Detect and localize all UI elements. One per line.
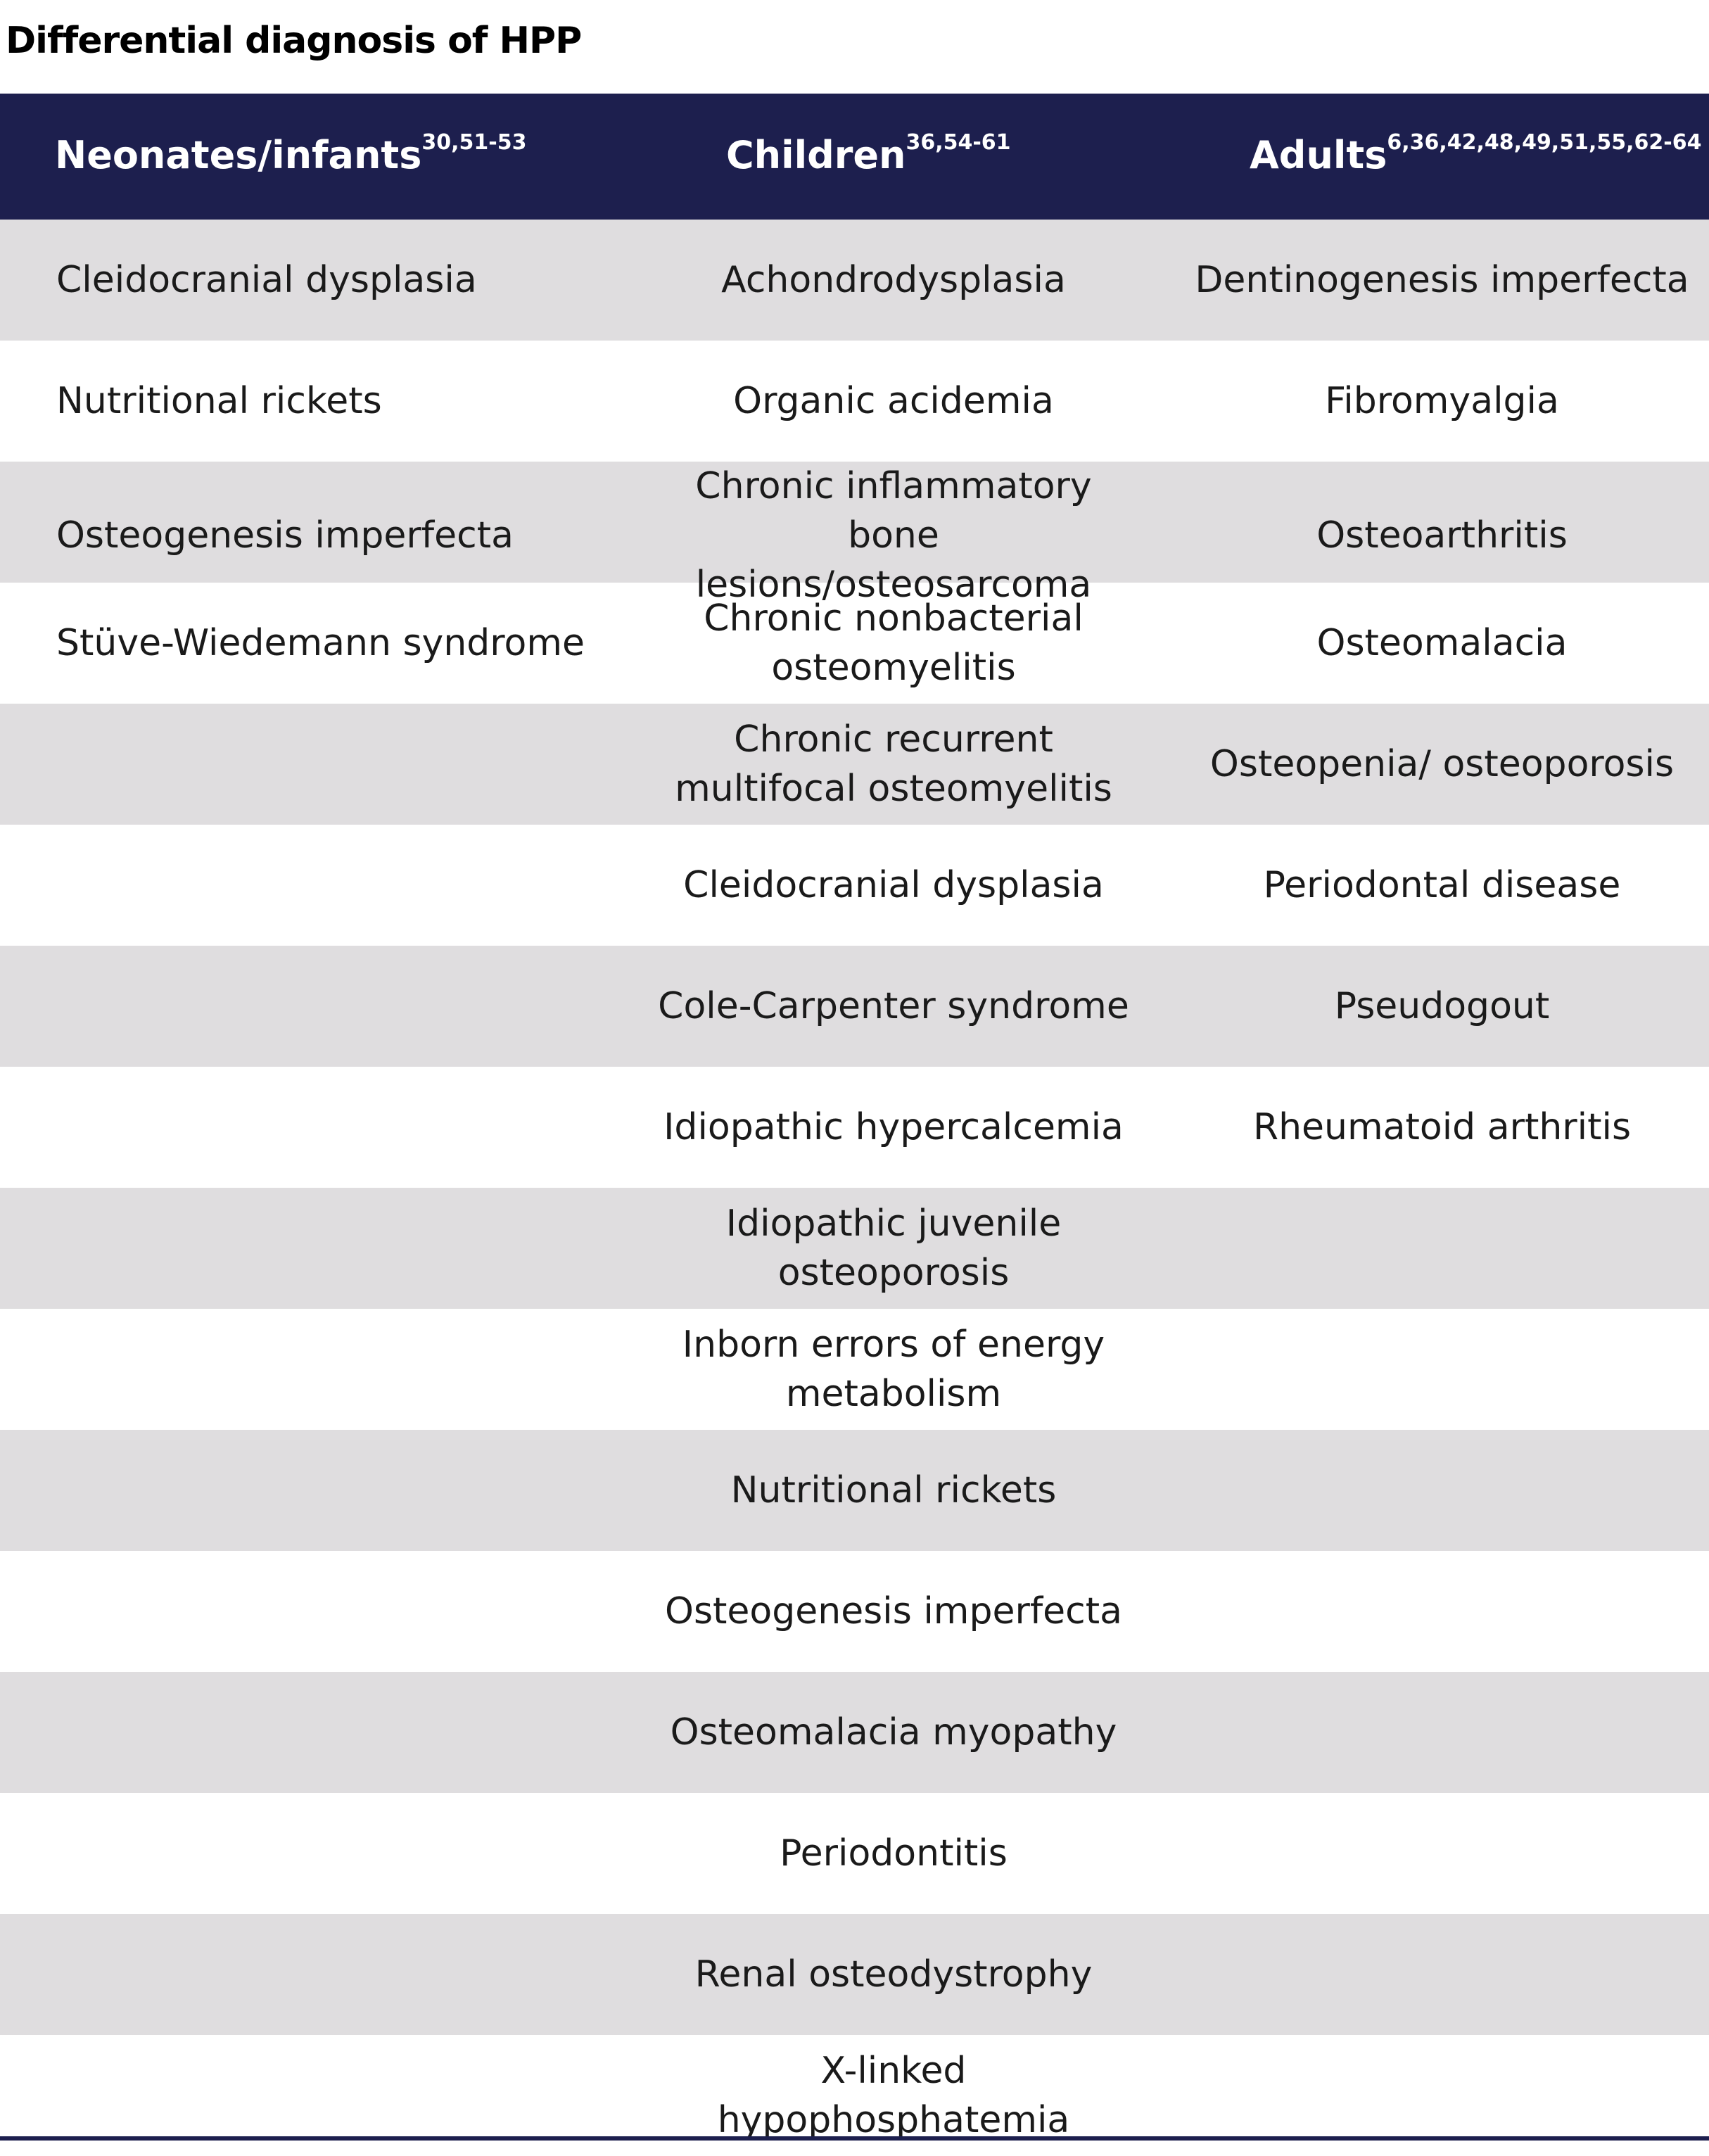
table-row: Osteogenesis imperfecta Chronic inflammat… (0, 462, 1709, 606)
table-body: Cleidocranial dysplasia Achondrodysplasia… (0, 220, 1709, 2156)
table-cell: Nutritional rickets (56, 380, 382, 422)
column-header-adults: Adults6,36,42,48,49,51,55,62-64 (1250, 130, 1702, 177)
column-header-neonates: Neonates/infants30,51-53 (55, 130, 527, 177)
table-cell: Chronic nonbacterial osteomyelitis (704, 597, 1084, 689)
table-cell: Stüve-Wiedemann syndrome (56, 622, 585, 664)
table-cell: Osteopenia/ osteoporosis (1209, 743, 1675, 785)
table-row: Cleidocranial dysplasia Periodontal disea… (0, 825, 1709, 946)
table-row: Inborn errors of energy metabolism (0, 1309, 1709, 1430)
table-cell: Achondrodysplasia (721, 259, 1066, 301)
table-cell: Dentinogenesis imperfecta (1195, 259, 1689, 301)
column-header-refs: 36,54-61 (906, 130, 1011, 155)
table-row: Osteogenesis imperfecta (0, 1551, 1709, 1672)
column-header-label: Adults (1250, 133, 1387, 177)
table-cell: Osteomalacia myopathy (670, 1711, 1117, 1754)
table-cell: Osteoarthritis (1316, 514, 1568, 557)
table-row: Osteomalacia myopathy (0, 1672, 1709, 1793)
table-cell: Pseudogout (1334, 985, 1550, 1027)
table-cell: Rheumatoid arthritis (1252, 1106, 1632, 1148)
column-header-label: Neonates/infants (55, 133, 422, 177)
table-row: Nutritional rickets (0, 1430, 1709, 1551)
table-cell: Renal osteodystrophy (694, 1953, 1093, 1996)
table-cell: Osteomalacia (1316, 622, 1568, 664)
table-cell: Osteogenesis imperfecta (665, 1590, 1122, 1632)
table-row: Idiopathic hypercalcemia Rheumatoid arthr… (0, 1067, 1709, 1188)
table-cell: Idiopathic hypercalcemia (663, 1106, 1124, 1148)
column-header-children: Children36,54-61 (726, 130, 1011, 177)
table-row: Periodontitis (0, 1793, 1709, 1914)
table-row: Cleidocranial dysplasia Achondrodysplasia… (0, 220, 1709, 341)
table-cell: X-linked hypophosphatemia (717, 2050, 1070, 2141)
table-cell: Chronic recurrent multifocal osteomyelit… (675, 718, 1112, 810)
table-cell: Chronic inflammatory bone lesions/osteos… (695, 465, 1092, 606)
table-row: Nutritional rickets Organic acidemia Fibro… (0, 341, 1709, 462)
table-row: Chronic recurrent multifocal osteomyelit… (0, 704, 1709, 825)
table-header: Neonates/infants30,51-53 Children36,54-6… (0, 94, 1709, 220)
table-cell: Cleidocranial dysplasia (683, 864, 1104, 906)
table-row: Stüve-Wiedemann syndrome Chronic nonbacte… (0, 583, 1709, 704)
table-cell: Idiopathic juvenile osteoporosis (725, 1203, 1062, 1294)
table-cell: Cole-Carpenter syndrome (658, 985, 1129, 1027)
table-cell: Osteogenesis imperfecta (56, 514, 514, 557)
table-cell: Cleidocranial dysplasia (56, 259, 477, 301)
column-header-label: Children (726, 133, 906, 177)
table-row: Renal osteodystrophy (0, 1914, 1709, 2035)
table-row: Cole-Carpenter syndrome Pseudogout (0, 946, 1709, 1067)
table-bottom-rule (0, 2136, 1709, 2141)
table-cell: Organic acidemia (733, 380, 1054, 422)
column-header-refs: 30,51-53 (421, 130, 527, 155)
table-cell: Inborn errors of energy metabolism (682, 1324, 1105, 1415)
table-row: Idiopathic juvenile osteoporosis (0, 1188, 1709, 1309)
table-row: X-linked hypophosphatemia (0, 2035, 1709, 2156)
column-header-refs: 6,36,42,48,49,51,55,62-64 (1387, 130, 1702, 155)
table-cell: Nutritional rickets (730, 1469, 1057, 1511)
table-cell: Fibromyalgia (1325, 380, 1559, 422)
table-title: Differential diagnosis of HPP (6, 20, 582, 62)
table-cell: Periodontal disease (1263, 864, 1621, 906)
table-cell: Periodontitis (780, 1832, 1008, 1875)
